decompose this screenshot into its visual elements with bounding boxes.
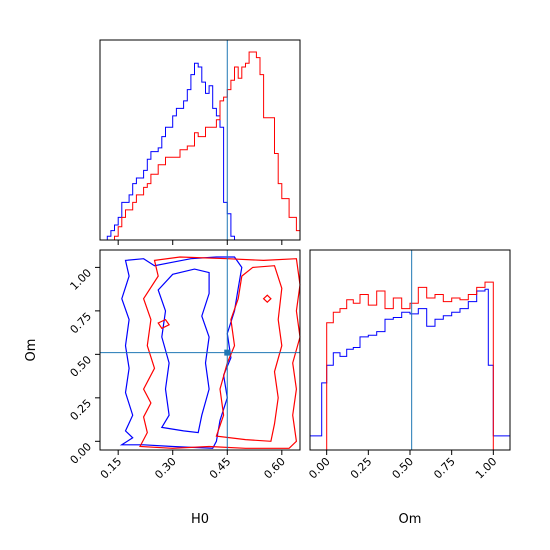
om-histogram-x-tick-label: 0.00: [306, 455, 333, 482]
contour-y-tick-label: 1.00: [68, 266, 95, 293]
contour-y-tick-label: 0.50: [68, 353, 95, 380]
om-histogram-series-1: [310, 288, 510, 437]
y-axis-label-om: Om: [24, 339, 39, 362]
x-axis-label-h0: H0: [191, 512, 209, 527]
h0-histogram-frame: [99, 39, 301, 241]
contour-series-2-level-4: [157, 318, 170, 330]
contour-series-2-level-3: [262, 294, 272, 304]
contour-y-tick-label: 0.00: [68, 440, 95, 467]
contour-x-tick-label: 0.60: [261, 455, 288, 482]
contour-x-tick-label: 0.30: [152, 455, 179, 482]
contour-y-tick-label: 0.25: [68, 397, 95, 424]
om-histogram-frame: [309, 249, 511, 451]
om-histogram-x-tick-label: 0.25: [348, 455, 375, 482]
h0-histogram-series-1: [100, 62, 300, 241]
contour-frame: [99, 249, 301, 451]
x-axis-label-om: Om: [399, 512, 422, 527]
h0-histogram-series-2: [100, 51, 300, 241]
contour-y-tick-label: 0.75: [68, 310, 95, 337]
contour-truth-marker: [224, 349, 231, 356]
contour-x-tick-label: 0.45: [207, 455, 234, 482]
om-histogram-x-tick-label: 0.75: [431, 455, 458, 482]
om-histogram-x-tick-label: 1.00: [473, 455, 500, 482]
histogram-h0-panel: [99, 39, 301, 245]
contour-series-1-level-2: [157, 268, 210, 434]
contour-h0-om-panel: 0.15 0.30 0.45 0.60 0.00 0.25 0.50 0.75 1.00: [68, 249, 301, 482]
histogram-om-panel: 0.00 0.25 0.50 0.75 1.00: [306, 249, 511, 482]
contour-series-2-level-1: [139, 256, 301, 449]
om-histogram-series-2: [310, 281, 510, 451]
om-histogram-x-tick-label: 0.50: [390, 455, 417, 482]
contour-x-tick-label: 0.15: [98, 455, 125, 482]
